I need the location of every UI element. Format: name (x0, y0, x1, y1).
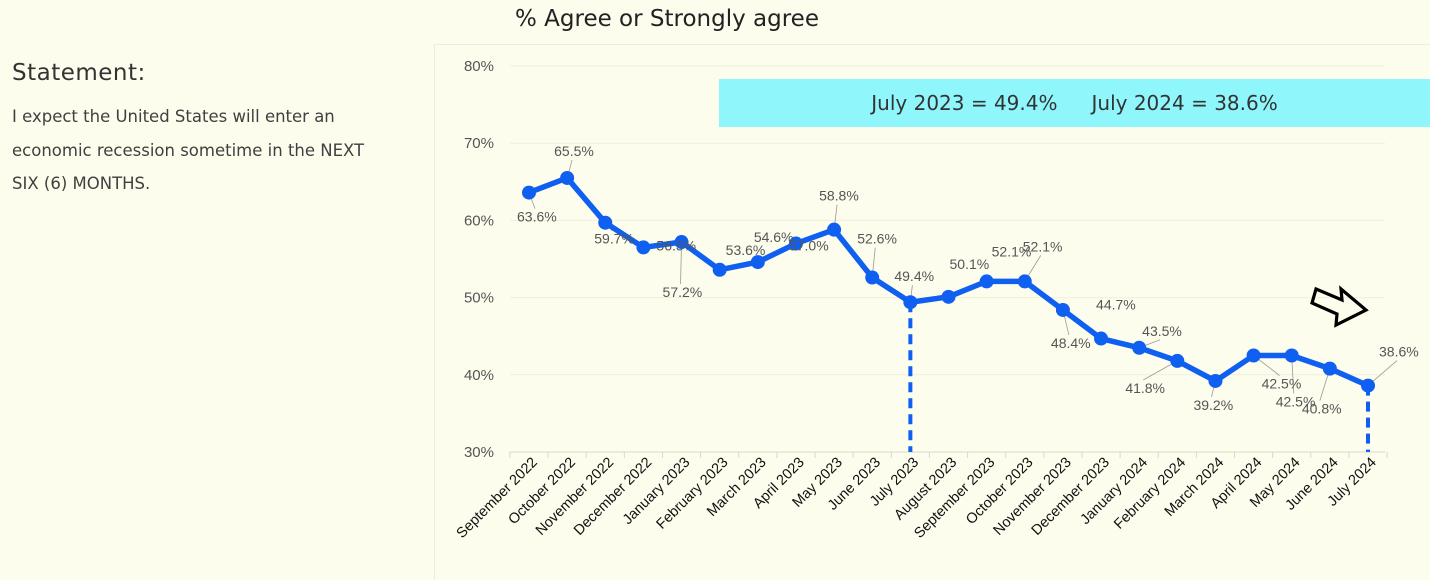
data-point (750, 255, 765, 270)
data-point (1132, 340, 1147, 355)
data-point (522, 185, 536, 200)
data-point (1284, 348, 1299, 363)
data-point (979, 274, 994, 289)
data-point (1055, 302, 1070, 317)
data-label: 53.6% (726, 242, 766, 258)
annotation-july-2024: July 2024 = 38.6% (1091, 91, 1278, 115)
data-point (636, 240, 651, 255)
statement-heading: Statement: (12, 60, 146, 86)
data-label: 57.0% (789, 238, 829, 254)
data-label: 43.5% (1142, 323, 1182, 339)
data-point (865, 270, 880, 285)
data-label: 48.4% (1051, 335, 1091, 351)
chart-title: % Agree or Strongly agree (515, 6, 819, 32)
data-label: 50.1% (950, 256, 990, 272)
data-label: 56.5% (656, 237, 696, 253)
data-label: 42.5% (1262, 376, 1302, 392)
data-label: 52.1% (992, 243, 1032, 259)
y-tick-label: 30% (464, 444, 494, 461)
data-point (1094, 331, 1109, 346)
data-label: 49.4% (894, 268, 934, 284)
data-point (1246, 348, 1261, 363)
data-label: 52.1% (1023, 238, 1063, 254)
chart-panel (434, 44, 1430, 580)
data-label: 38.6% (1379, 344, 1419, 360)
data-label: 39.2% (1193, 397, 1233, 413)
data-label-leader (680, 242, 682, 285)
data-label: 42.5% (1276, 394, 1316, 410)
data-point (1208, 373, 1223, 388)
data-label: 65.5% (554, 143, 594, 159)
data-label: 58.8% (819, 188, 859, 204)
y-tick-label: 80% (464, 58, 494, 75)
arrow-right-icon (1310, 285, 1369, 328)
data-point (1322, 361, 1337, 376)
data-label: 57.2% (663, 284, 703, 300)
data-point (598, 215, 613, 230)
data-label: 59.7% (594, 231, 634, 247)
annotation-july-2023: July 2023 = 49.4% (871, 91, 1058, 115)
y-tick-label: 50% (464, 290, 494, 307)
data-label: 44.7% (1096, 297, 1136, 313)
comparison-banner: July 2023 = 49.4% July 2024 = 38.6% (719, 79, 1430, 127)
data-point (1170, 353, 1185, 368)
data-label: 54.6% (754, 229, 794, 245)
data-point (1017, 274, 1032, 289)
y-tick-label: 70% (464, 135, 494, 152)
statement-text: I expect the United States will enter an… (12, 107, 365, 193)
series-line (526, 175, 1371, 389)
data-label: 63.6% (517, 209, 557, 225)
data-point (941, 289, 956, 304)
y-tick-label: 60% (464, 212, 494, 229)
data-label: 40.8% (1302, 401, 1342, 417)
data-label: 41.8% (1125, 380, 1165, 396)
data-point (1361, 378, 1375, 393)
data-point (674, 235, 689, 250)
data-point (827, 222, 842, 237)
data-point (903, 295, 918, 310)
data-point (788, 236, 803, 251)
y-tick-label: 40% (464, 367, 494, 384)
data-label: 52.6% (857, 231, 897, 247)
data-point (560, 170, 575, 185)
data-point (712, 262, 727, 277)
